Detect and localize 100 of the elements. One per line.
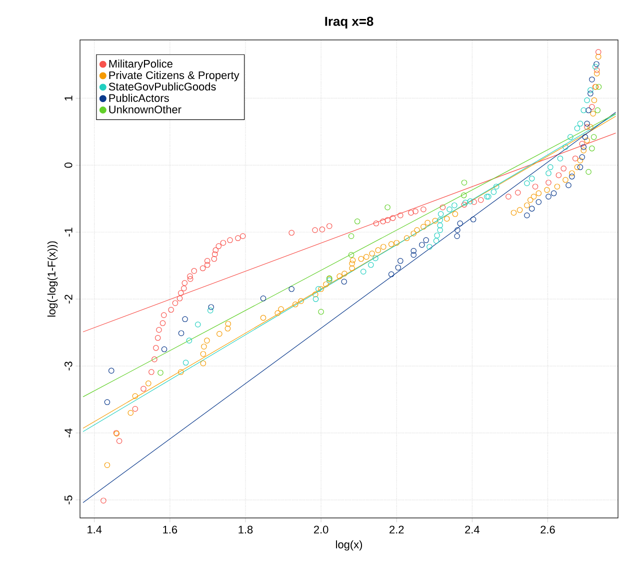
point — [580, 144, 587, 150]
point — [194, 322, 201, 328]
point — [589, 76, 595, 82]
x-tick-label: 2.6 — [540, 526, 555, 534]
point — [452, 202, 458, 208]
point — [368, 262, 374, 268]
point — [354, 218, 360, 224]
point — [582, 134, 588, 140]
point — [260, 296, 266, 302]
point — [547, 164, 554, 170]
point — [410, 248, 417, 254]
point — [461, 180, 468, 186]
y-tick-label: -5 — [64, 496, 72, 504]
x-tick-label: 1.8 — [238, 526, 253, 534]
y-tick-label: -2 — [64, 294, 72, 304]
point — [178, 330, 184, 336]
point — [594, 61, 600, 67]
y-tick-label: 1 — [64, 96, 72, 100]
legend-label: StateGovPublicGoods — [108, 82, 216, 91]
point — [348, 233, 354, 240]
x-tick-label: 1.4 — [88, 526, 102, 534]
point — [372, 255, 378, 262]
point — [182, 360, 189, 366]
x-axis-title: log(x) — [336, 540, 362, 551]
point — [470, 216, 476, 222]
point — [577, 164, 584, 170]
point — [207, 308, 214, 314]
point — [588, 87, 594, 94]
y-tick-label: -4 — [64, 428, 72, 438]
point — [592, 64, 598, 70]
legend-label: MilitaryPolice — [109, 60, 172, 70]
point — [594, 107, 600, 114]
point — [566, 182, 572, 188]
point — [579, 154, 586, 160]
point — [419, 242, 425, 248]
point — [588, 90, 594, 96]
x-tick-label: 2.0 — [314, 526, 328, 534]
point — [288, 286, 294, 292]
point — [574, 125, 580, 132]
point — [398, 258, 404, 264]
x-tick-label: 1.6 — [163, 526, 178, 534]
point — [388, 271, 394, 278]
point — [457, 220, 463, 226]
point — [568, 134, 574, 140]
point — [437, 222, 443, 228]
legend-label: PublicActors — [109, 94, 169, 102]
legend-label: UnknownOther — [109, 105, 182, 114]
point — [586, 168, 592, 175]
point — [493, 184, 500, 190]
point — [438, 211, 444, 217]
point — [546, 194, 552, 200]
point — [423, 237, 429, 244]
point — [546, 170, 552, 176]
point — [104, 399, 110, 406]
point — [208, 304, 214, 310]
point — [584, 97, 590, 104]
y-tick-label: -3 — [64, 362, 72, 370]
point — [182, 316, 188, 322]
chart-title: Iraq x=8 — [325, 16, 374, 28]
point — [318, 308, 324, 315]
point — [536, 199, 542, 205]
point — [596, 84, 602, 90]
point — [316, 286, 322, 292]
point — [395, 264, 402, 270]
y-tick-label: 0 — [64, 162, 72, 168]
point — [360, 268, 366, 275]
point — [584, 120, 590, 127]
point — [589, 146, 595, 152]
point — [586, 107, 592, 114]
point — [562, 144, 568, 150]
point — [446, 206, 452, 212]
point — [384, 204, 390, 210]
legend-label: Private Citizens & Property — [109, 71, 240, 82]
point — [528, 176, 535, 182]
point — [467, 198, 474, 204]
point — [454, 233, 460, 240]
point — [524, 212, 530, 218]
point — [437, 217, 443, 223]
point — [454, 227, 460, 233]
point — [524, 180, 530, 186]
y-axis-title: log(-log(1-F(x))) — [47, 241, 58, 317]
point — [437, 227, 443, 233]
x-tick-label: 2.2 — [390, 526, 404, 534]
point — [108, 368, 114, 374]
point — [186, 338, 192, 344]
point — [569, 174, 575, 180]
point — [528, 206, 535, 212]
point — [577, 120, 584, 127]
point — [550, 190, 557, 196]
point — [161, 346, 168, 352]
point — [580, 107, 587, 114]
point — [434, 232, 440, 238]
point — [312, 296, 319, 302]
point — [158, 370, 164, 376]
x-tick-label: 2.4 — [465, 526, 480, 534]
point — [433, 238, 440, 244]
point — [348, 252, 354, 258]
point — [426, 244, 432, 250]
point — [590, 134, 597, 140]
point — [490, 189, 497, 195]
